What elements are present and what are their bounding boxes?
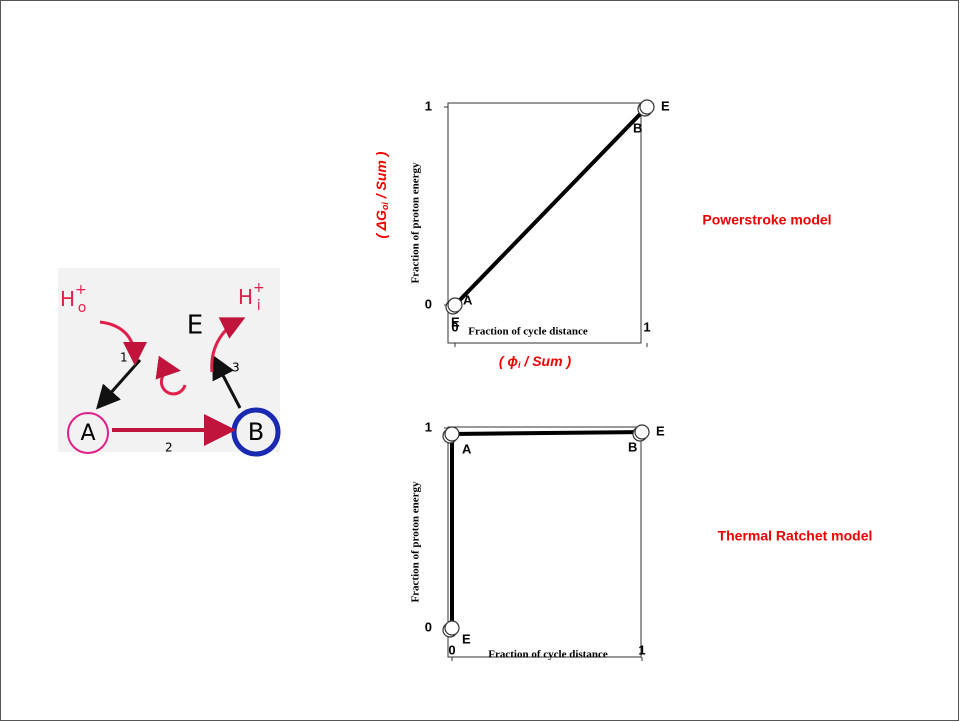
y-tick-label: 1 [425,419,432,434]
point-label: E [656,423,665,438]
proton-out-sub: o [78,300,87,316]
step-1: 1 [120,351,128,365]
note-text: ( ϕ [499,353,519,369]
x-tick-label: 1 [638,642,645,657]
data-point [445,427,459,441]
step-2: 2 [165,441,173,455]
proton-in-base: H [238,285,253,309]
point-label: A [463,292,473,307]
point-label: E [451,314,460,329]
proton-in-sup: + [253,280,265,296]
model-title: Powerstroke model [702,212,831,228]
x-axis-label: Fraction of cycle distance [468,326,588,338]
x-note: ( ϕi / Sum ) [499,353,572,371]
y-tick-label: 0 [425,296,432,311]
scheme: E A B 1 2 3 H+o H+i [58,268,280,455]
data-point [448,298,462,312]
proton-in-sub: i [257,298,261,314]
model-title: Thermal Ratchet model [718,528,873,544]
point-label: B [633,120,642,135]
y-note: ( ΔGoi / Sum ) [373,151,391,238]
slide: E A B 1 2 3 H+o H+i 0101Fraction of cycl… [0,0,960,722]
step-3: 3 [232,361,240,375]
node-e: E [187,311,203,341]
note-text: / Sum ) [521,353,572,369]
proton-out-base: H [60,287,75,311]
node-a: A [80,421,95,446]
y-axis-label: Fraction of proton energy [410,162,422,284]
y-axis-label: Fraction of proton energy [410,481,422,603]
y-tick-label: 0 [425,619,432,634]
proton-out-sup: + [75,282,87,298]
x-tick-label: 0 [448,642,455,657]
data-point [640,100,654,114]
x-axis-label: Fraction of cycle distance [488,649,608,661]
point-label: E [661,98,670,113]
y-tick-label: 1 [425,98,432,113]
data-point [635,425,649,439]
note-text: ( ΔG [373,210,389,238]
note-text: / Sum ) [373,151,389,202]
data-point [445,621,459,635]
point-label: E [462,631,471,646]
node-b: B [248,418,264,446]
x-tick-label: 1 [643,319,650,334]
point-label: B [628,439,637,454]
point-label: A [462,441,472,456]
